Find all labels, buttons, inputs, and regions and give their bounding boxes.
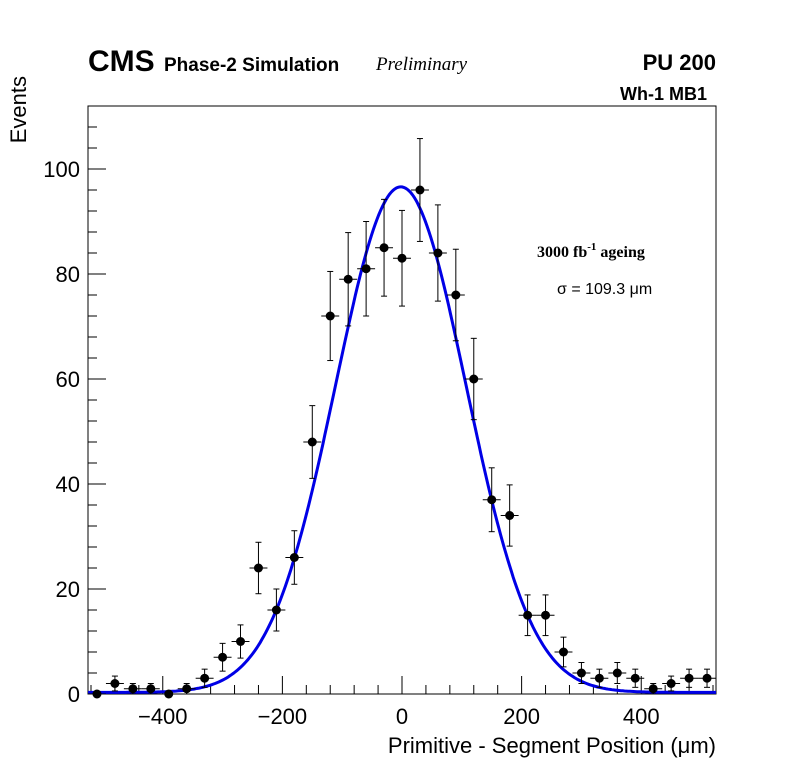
point-marker [594, 673, 604, 683]
data-point [285, 530, 304, 585]
point-marker [451, 290, 461, 300]
point-marker [146, 684, 156, 694]
y-tick-label: 100 [43, 157, 80, 182]
point-marker [469, 374, 479, 384]
point-marker [684, 673, 694, 683]
point-marker [415, 185, 425, 195]
x-tick-label: 0 [396, 704, 408, 729]
ageing-suffix: ageing [596, 244, 644, 261]
data-point [88, 689, 106, 699]
y-tick-label: 80 [56, 262, 80, 287]
point-marker [110, 679, 120, 688]
y-tick-label: 60 [56, 367, 80, 392]
simulation-label: Phase-2 Simulation [164, 55, 339, 76]
data-point [123, 683, 142, 695]
point-marker [164, 689, 174, 699]
data-point [662, 675, 681, 692]
data-point [428, 204, 447, 302]
point-marker [541, 610, 551, 620]
data-point [357, 221, 376, 317]
point-marker [271, 605, 281, 615]
point-marker [307, 437, 317, 447]
preliminary-label: Preliminary [375, 54, 468, 75]
ageing-prefix: 3000 fb [537, 244, 587, 261]
x-tick-label: −200 [258, 704, 308, 729]
tick-labels-group: −400 −200 0 200 400 0 20 40 60 80 100 [43, 157, 659, 729]
data-point [698, 668, 716, 688]
pileup-label: PU 200 [643, 50, 716, 75]
sigma-label: σ = 109.3 μm [557, 281, 652, 298]
data-point [105, 675, 124, 692]
x-axis-title: Primitive - Segment Position (μm) [388, 733, 716, 758]
data-point [393, 209, 411, 307]
point-marker [397, 253, 407, 263]
point-marker [236, 637, 246, 646]
point-marker [648, 684, 658, 694]
point-marker [325, 311, 335, 321]
y-tick-label: 20 [56, 577, 80, 602]
data-points-group [88, 138, 716, 699]
x-tick-label: 400 [623, 704, 660, 729]
point-marker [361, 264, 371, 274]
data-point [590, 668, 609, 688]
data-point [339, 232, 358, 327]
point-marker [666, 679, 676, 688]
point-marker [576, 668, 586, 678]
point-marker [523, 610, 533, 620]
data-point [231, 624, 250, 659]
point-marker [433, 248, 443, 258]
point-marker [253, 563, 263, 573]
data-point [536, 594, 555, 637]
data-point [446, 248, 465, 342]
point-marker [218, 652, 228, 662]
plot-frame [87, 105, 717, 695]
data-point [680, 668, 699, 688]
data-point [554, 636, 573, 668]
point-marker [630, 673, 640, 683]
data-point [464, 337, 483, 421]
point-marker [379, 243, 389, 253]
data-point [410, 138, 429, 242]
data-point [141, 683, 160, 695]
data-point [644, 683, 663, 695]
y-tick-label: 0 [68, 682, 80, 707]
data-point [213, 642, 232, 672]
point-marker [182, 684, 192, 694]
point-marker [128, 684, 138, 694]
point-marker [558, 647, 568, 657]
x-tick-label: 200 [503, 704, 540, 729]
data-point [267, 588, 286, 632]
data-point [177, 683, 196, 695]
data-point [572, 662, 591, 684]
data-point [159, 689, 178, 699]
x-tick-label: −400 [138, 704, 188, 729]
station-label: Wh-1 MB1 [620, 84, 707, 104]
data-point [249, 541, 268, 595]
point-marker [200, 673, 210, 683]
data-point [626, 668, 645, 688]
point-marker [289, 553, 299, 562]
y-axis-title: Events [6, 76, 31, 143]
point-marker [702, 673, 712, 683]
cms-label: CMS [88, 45, 155, 78]
point-marker [612, 668, 622, 678]
data-point [500, 484, 519, 547]
data-point [375, 198, 394, 297]
axis-ticks [88, 105, 714, 695]
ageing-exponent: -1 [587, 241, 596, 253]
data-point [482, 467, 501, 533]
data-point [195, 668, 214, 688]
data-point [518, 594, 537, 637]
point-marker [343, 274, 353, 284]
data-point [321, 270, 340, 362]
ageing-label: 3000 fb-1 ageing [537, 241, 645, 261]
point-marker [92, 689, 102, 699]
point-marker [487, 495, 497, 505]
data-point [303, 405, 322, 479]
point-marker [505, 511, 515, 520]
data-point [608, 662, 627, 684]
y-tick-label: 40 [56, 472, 80, 497]
